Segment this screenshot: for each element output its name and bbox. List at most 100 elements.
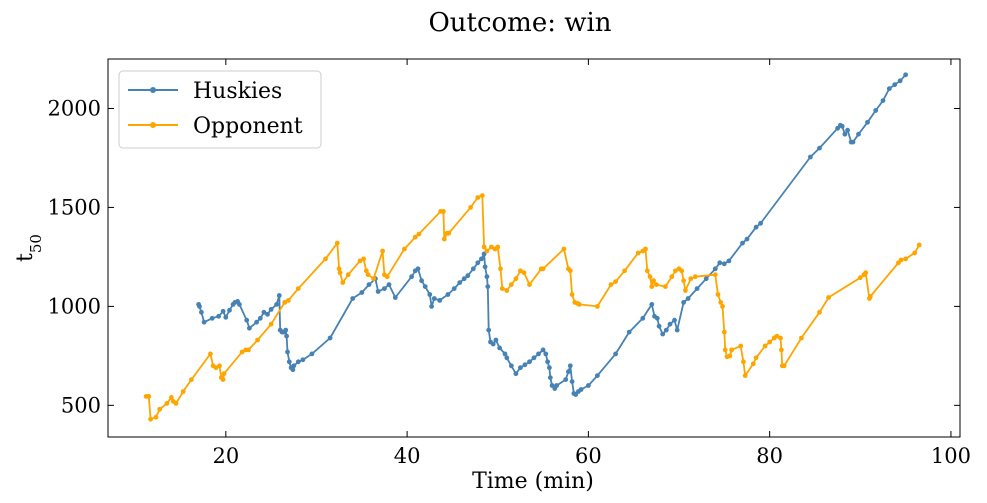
series-opponent <box>143 193 922 422</box>
data-point-opponent <box>521 270 527 276</box>
data-point-huskies <box>409 274 414 280</box>
data-point-opponent <box>481 244 487 250</box>
data-point-huskies <box>223 314 229 320</box>
data-point-opponent <box>337 270 343 276</box>
x-tick-label: 20 <box>212 444 239 468</box>
data-point-huskies <box>536 351 541 357</box>
data-point-huskies <box>286 359 292 365</box>
data-point-huskies <box>197 304 202 309</box>
data-point-huskies <box>873 108 879 113</box>
data-point-huskies <box>475 260 481 266</box>
data-point-huskies <box>897 78 903 84</box>
data-point-opponent <box>569 292 575 297</box>
data-point-huskies <box>386 282 392 287</box>
data-point-opponent <box>468 205 473 210</box>
y-tick-label: 500 <box>61 393 101 417</box>
data-point-opponent <box>146 394 152 399</box>
data-point-huskies <box>261 309 267 315</box>
data-point-opponent <box>608 282 614 287</box>
legend-label-opponent: Opponent <box>193 114 303 139</box>
data-point-huskies <box>513 371 519 377</box>
y-axis-label: t50 <box>13 234 45 262</box>
data-point-huskies <box>309 351 315 357</box>
data-point-huskies <box>465 273 471 279</box>
data-point-huskies <box>613 351 618 357</box>
data-point-opponent <box>268 321 274 327</box>
data-point-huskies <box>892 82 898 88</box>
data-point-huskies <box>554 383 560 388</box>
data-point-huskies <box>484 274 490 280</box>
data-point-opponent <box>336 266 342 272</box>
data-point-huskies <box>667 321 673 327</box>
data-point-huskies <box>199 309 204 315</box>
data-point-huskies <box>660 331 666 337</box>
data-point-opponent <box>402 246 407 252</box>
data-point-opponent <box>635 250 641 256</box>
data-point-opponent <box>164 401 170 406</box>
data-point-huskies <box>283 327 289 333</box>
data-point-huskies <box>543 351 549 357</box>
data-point-opponent <box>750 361 756 367</box>
data-point-opponent <box>479 193 485 199</box>
data-point-huskies <box>835 125 840 131</box>
data-point-huskies <box>268 307 274 312</box>
data-point-opponent <box>169 395 174 400</box>
data-point-huskies <box>209 315 215 321</box>
data-point-opponent <box>504 288 510 293</box>
chart-title: Outcome: win <box>428 8 611 38</box>
data-point-opponent <box>903 256 908 262</box>
data-point-opponent <box>727 353 733 359</box>
data-point-huskies <box>839 123 845 129</box>
data-point-opponent <box>692 274 698 280</box>
data-point-opponent <box>863 270 869 276</box>
data-point-huskies <box>327 335 333 341</box>
data-point-opponent <box>334 240 340 246</box>
data-point-opponent <box>643 246 648 252</box>
data-point-huskies <box>640 315 646 321</box>
data-point-opponent <box>416 231 422 237</box>
data-point-huskies <box>254 319 259 325</box>
data-point-huskies <box>227 307 232 313</box>
data-point-huskies <box>808 154 813 160</box>
data-point-opponent <box>778 335 783 341</box>
data-point-huskies <box>427 292 433 297</box>
data-point-opponent <box>484 248 490 254</box>
legend-label-huskies: Huskies <box>193 79 282 104</box>
data-point-opponent <box>867 294 873 299</box>
data-point-huskies <box>685 296 691 301</box>
data-point-huskies <box>527 359 532 365</box>
data-point-huskies <box>461 276 467 282</box>
data-point-opponent <box>781 363 787 369</box>
data-point-opponent <box>673 268 678 274</box>
data-point-opponent <box>217 363 222 369</box>
data-point-huskies <box>429 304 434 309</box>
data-point-opponent <box>742 373 748 378</box>
data-point-huskies <box>295 359 301 365</box>
data-point-huskies <box>547 365 552 371</box>
data-point-opponent <box>441 209 446 214</box>
data-point-huskies <box>422 284 428 289</box>
data-point-huskies <box>470 266 476 272</box>
data-point-huskies <box>485 284 491 289</box>
data-point-huskies <box>880 98 886 103</box>
data-point-huskies <box>726 258 732 264</box>
data-point-huskies <box>758 220 763 226</box>
data-point-opponent <box>688 276 694 282</box>
data-point-opponent <box>774 333 780 339</box>
data-point-opponent <box>741 359 746 365</box>
data-point-huskies <box>437 298 443 303</box>
data-point-opponent <box>157 406 163 412</box>
data-point-huskies <box>845 127 850 133</box>
data-point-huskies <box>285 349 290 355</box>
data-point-huskies <box>497 345 502 351</box>
data-point-huskies <box>431 296 437 301</box>
data-point-huskies <box>547 375 553 380</box>
data-point-opponent <box>669 274 675 280</box>
x-tick-label: 100 <box>931 444 971 468</box>
y-tick-label: 1000 <box>48 294 101 318</box>
data-point-huskies <box>522 362 528 368</box>
data-point-opponent <box>613 279 618 284</box>
data-point-huskies <box>257 315 263 321</box>
legend-marker-opponent <box>150 122 156 128</box>
data-point-opponent <box>295 286 301 291</box>
